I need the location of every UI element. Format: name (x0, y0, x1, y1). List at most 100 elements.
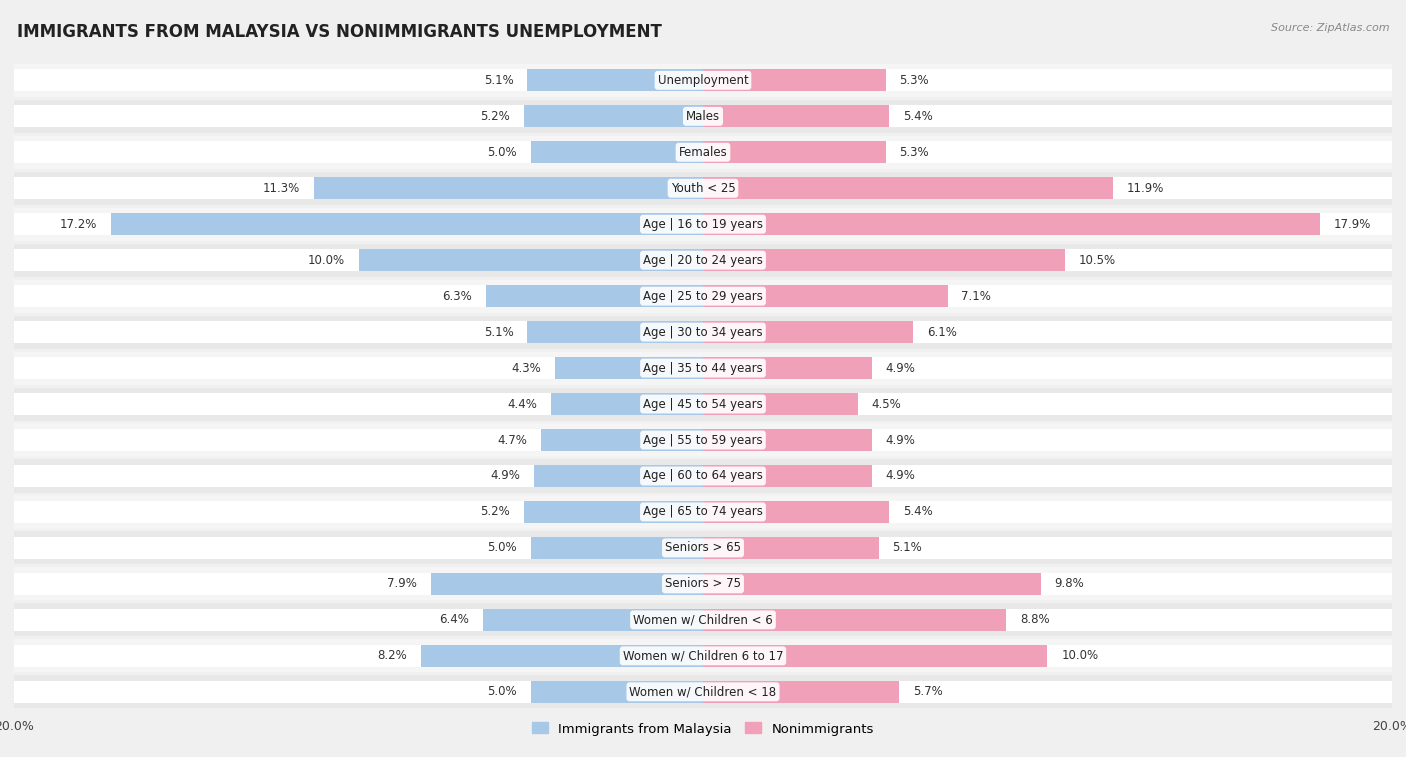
Bar (359, 249, 703, 271)
Bar (14, 351, 1392, 385)
Bar (14, 639, 1392, 672)
Text: 4.4%: 4.4% (508, 397, 537, 410)
Text: 4.9%: 4.9% (886, 469, 915, 482)
Bar (703, 645, 1047, 667)
Text: Age | 60 to 64 years: Age | 60 to 64 years (643, 469, 763, 482)
Bar (14, 393, 1392, 415)
Text: Women w/ Children < 18: Women w/ Children < 18 (630, 685, 776, 698)
Bar (551, 393, 703, 415)
Bar (14, 172, 1392, 205)
Text: Females: Females (679, 146, 727, 159)
Bar (703, 105, 889, 127)
Bar (531, 141, 703, 164)
Text: 5.1%: 5.1% (893, 541, 922, 554)
Text: 5.2%: 5.2% (481, 110, 510, 123)
Bar (14, 100, 1392, 133)
Text: 5.0%: 5.0% (488, 685, 517, 698)
Text: 5.1%: 5.1% (484, 74, 513, 87)
Bar (703, 429, 872, 451)
Text: 6.4%: 6.4% (439, 613, 468, 626)
Bar (14, 459, 1392, 493)
Bar (703, 393, 858, 415)
Text: 4.5%: 4.5% (872, 397, 901, 410)
Text: Seniors > 65: Seniors > 65 (665, 541, 741, 554)
Text: Age | 65 to 74 years: Age | 65 to 74 years (643, 506, 763, 519)
Bar (703, 69, 886, 92)
Bar (531, 681, 703, 703)
Text: Age | 55 to 59 years: Age | 55 to 59 years (643, 434, 763, 447)
Text: 8.2%: 8.2% (377, 650, 406, 662)
Bar (703, 285, 948, 307)
Text: 4.7%: 4.7% (498, 434, 527, 447)
Bar (527, 69, 703, 92)
Bar (531, 537, 703, 559)
Bar (524, 501, 703, 523)
Text: 5.3%: 5.3% (900, 74, 929, 87)
Bar (430, 573, 703, 595)
Text: 11.3%: 11.3% (263, 182, 299, 195)
Text: Women w/ Children 6 to 17: Women w/ Children 6 to 17 (623, 650, 783, 662)
Bar (14, 141, 1392, 164)
Bar (703, 609, 1007, 631)
Bar (14, 675, 1392, 709)
Bar (14, 501, 1392, 523)
Bar (703, 465, 872, 488)
Text: Source: ZipAtlas.com: Source: ZipAtlas.com (1271, 23, 1389, 33)
Bar (14, 213, 1392, 235)
Bar (14, 537, 1392, 559)
Text: Age | 20 to 24 years: Age | 20 to 24 years (643, 254, 763, 266)
Bar (314, 177, 703, 199)
Text: 5.0%: 5.0% (488, 541, 517, 554)
Text: 5.1%: 5.1% (484, 326, 513, 338)
Bar (14, 388, 1392, 421)
Text: 11.9%: 11.9% (1126, 182, 1164, 195)
Bar (420, 645, 703, 667)
Text: Age | 16 to 19 years: Age | 16 to 19 years (643, 218, 763, 231)
Bar (14, 321, 1392, 343)
Bar (14, 64, 1392, 97)
Text: 8.8%: 8.8% (1019, 613, 1049, 626)
Text: 6.1%: 6.1% (927, 326, 956, 338)
Bar (14, 603, 1392, 637)
Text: 9.8%: 9.8% (1054, 578, 1084, 590)
Text: 10.0%: 10.0% (308, 254, 344, 266)
Bar (486, 285, 703, 307)
Bar (703, 573, 1040, 595)
Text: Seniors > 75: Seniors > 75 (665, 578, 741, 590)
Text: 6.3%: 6.3% (443, 290, 472, 303)
Bar (14, 316, 1392, 349)
Text: Age | 25 to 29 years: Age | 25 to 29 years (643, 290, 763, 303)
Bar (14, 495, 1392, 528)
Text: 10.5%: 10.5% (1078, 254, 1115, 266)
Bar (14, 681, 1392, 703)
Bar (14, 645, 1392, 667)
Text: Age | 35 to 44 years: Age | 35 to 44 years (643, 362, 763, 375)
Bar (14, 177, 1392, 199)
Bar (14, 567, 1392, 600)
Bar (524, 105, 703, 127)
Text: 7.9%: 7.9% (387, 578, 418, 590)
Bar (111, 213, 703, 235)
Text: 4.9%: 4.9% (491, 469, 520, 482)
Bar (703, 249, 1064, 271)
Bar (14, 69, 1392, 92)
Bar (14, 423, 1392, 456)
Text: 5.0%: 5.0% (488, 146, 517, 159)
Bar (14, 357, 1392, 379)
Text: Age | 45 to 54 years: Age | 45 to 54 years (643, 397, 763, 410)
Text: 5.2%: 5.2% (481, 506, 510, 519)
Text: 7.1%: 7.1% (962, 290, 991, 303)
Bar (703, 321, 912, 343)
Text: 5.7%: 5.7% (912, 685, 943, 698)
Bar (14, 465, 1392, 488)
Text: Youth < 25: Youth < 25 (671, 182, 735, 195)
Bar (14, 609, 1392, 631)
Text: 4.9%: 4.9% (886, 362, 915, 375)
Bar (703, 357, 872, 379)
Bar (14, 279, 1392, 313)
Text: 4.9%: 4.9% (886, 434, 915, 447)
Text: Males: Males (686, 110, 720, 123)
Bar (703, 681, 900, 703)
Bar (14, 429, 1392, 451)
Bar (482, 609, 703, 631)
